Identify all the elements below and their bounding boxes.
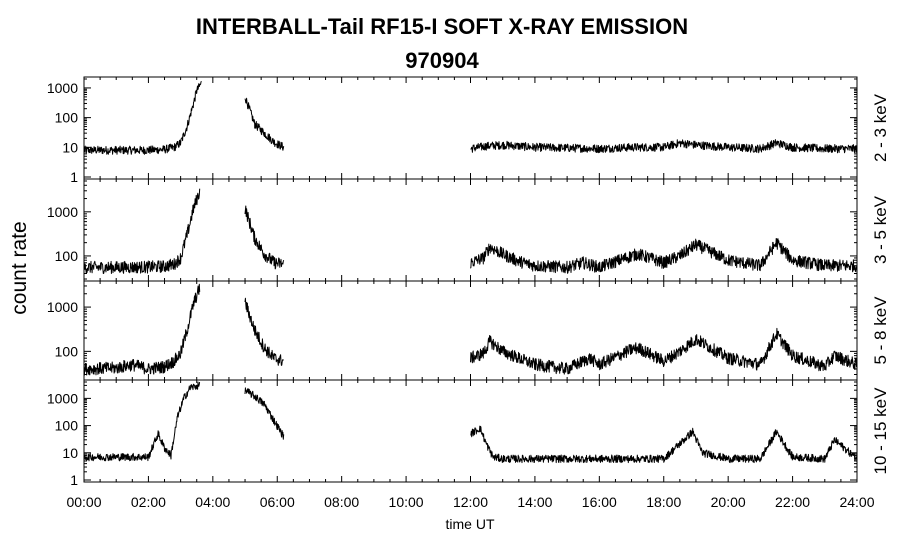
y-tick-label: 1 [70,472,78,488]
x-tick-label: 12:00 [453,494,488,510]
panel-1: 1 10 100 1000 2 - 3 keV [47,76,890,185]
panel-3: 100 1000 5 - 8 keV [47,280,890,381]
count-rate-series [83,188,201,274]
energy-band-label: 2 - 3 keV [871,93,890,162]
x-tick-label: 18:00 [646,494,681,510]
x-tick-label: 14:00 [517,494,552,510]
count-rate-series [244,97,285,151]
x-tick-label: 00:00 [66,494,101,510]
y-tick-label: 100 [55,248,79,264]
y-tick-label: 100 [55,418,79,434]
x-axis-label: time UT [446,516,495,532]
y-tick-label: 1000 [47,299,78,315]
energy-band-label: 5 - 8 keV [871,296,890,365]
energy-band-label: 10 - 15 keV [871,387,890,475]
y-tick-label: 1 [70,169,78,185]
energy-band-label: 3 - 5 keV [871,195,890,264]
y-tick-label: 100 [55,110,79,126]
panel-frame [83,76,858,180]
count-rate-series [470,238,858,274]
x-tick-label: 22:00 [775,494,810,510]
count-rate-series [470,327,857,375]
count-rate-series [83,80,202,155]
x-tick-label: 24:00 [839,494,874,510]
y-tick-label: 10 [62,139,78,155]
count-rate-series [244,387,285,440]
panel-frame [83,379,858,483]
count-rate-series [470,425,858,464]
x-tick-label: 04:00 [195,494,230,510]
x-tick-label: 10:00 [389,494,424,510]
x-axis: 00:00 02:00 04:00 06:00 08:00 10:00 12:00 14:00… [66,494,874,510]
y-tick-label: 100 [55,343,79,359]
y-tick-label: 1000 [47,80,78,96]
chart-title: INTERBALL-Tail RF15-I SOFT X-RAY EMISSIO… [196,14,688,39]
x-tick-label: 06:00 [260,494,295,510]
x-tick-label: 02:00 [131,494,166,510]
panel-4: 1 10 100 1000 10 - 15 keV [47,379,890,488]
x-tick-label: 20:00 [711,494,746,510]
panel-2: 100 1000 3 - 5 keV [47,178,890,282]
y-axis-label: count rate [8,221,31,314]
x-tick-label: 16:00 [582,494,617,510]
count-rate-series [83,381,201,462]
count-rate-series [244,205,285,270]
chart-subtitle: 970904 [405,48,479,73]
count-rate-series [244,297,284,366]
y-tick-label: 10 [62,445,78,461]
x-tick-label: 08:00 [324,494,359,510]
count-rate-series [470,139,858,154]
count-rate-series [83,283,201,376]
y-tick-label: 1000 [47,204,78,220]
y-tick-label: 1000 [47,390,78,406]
